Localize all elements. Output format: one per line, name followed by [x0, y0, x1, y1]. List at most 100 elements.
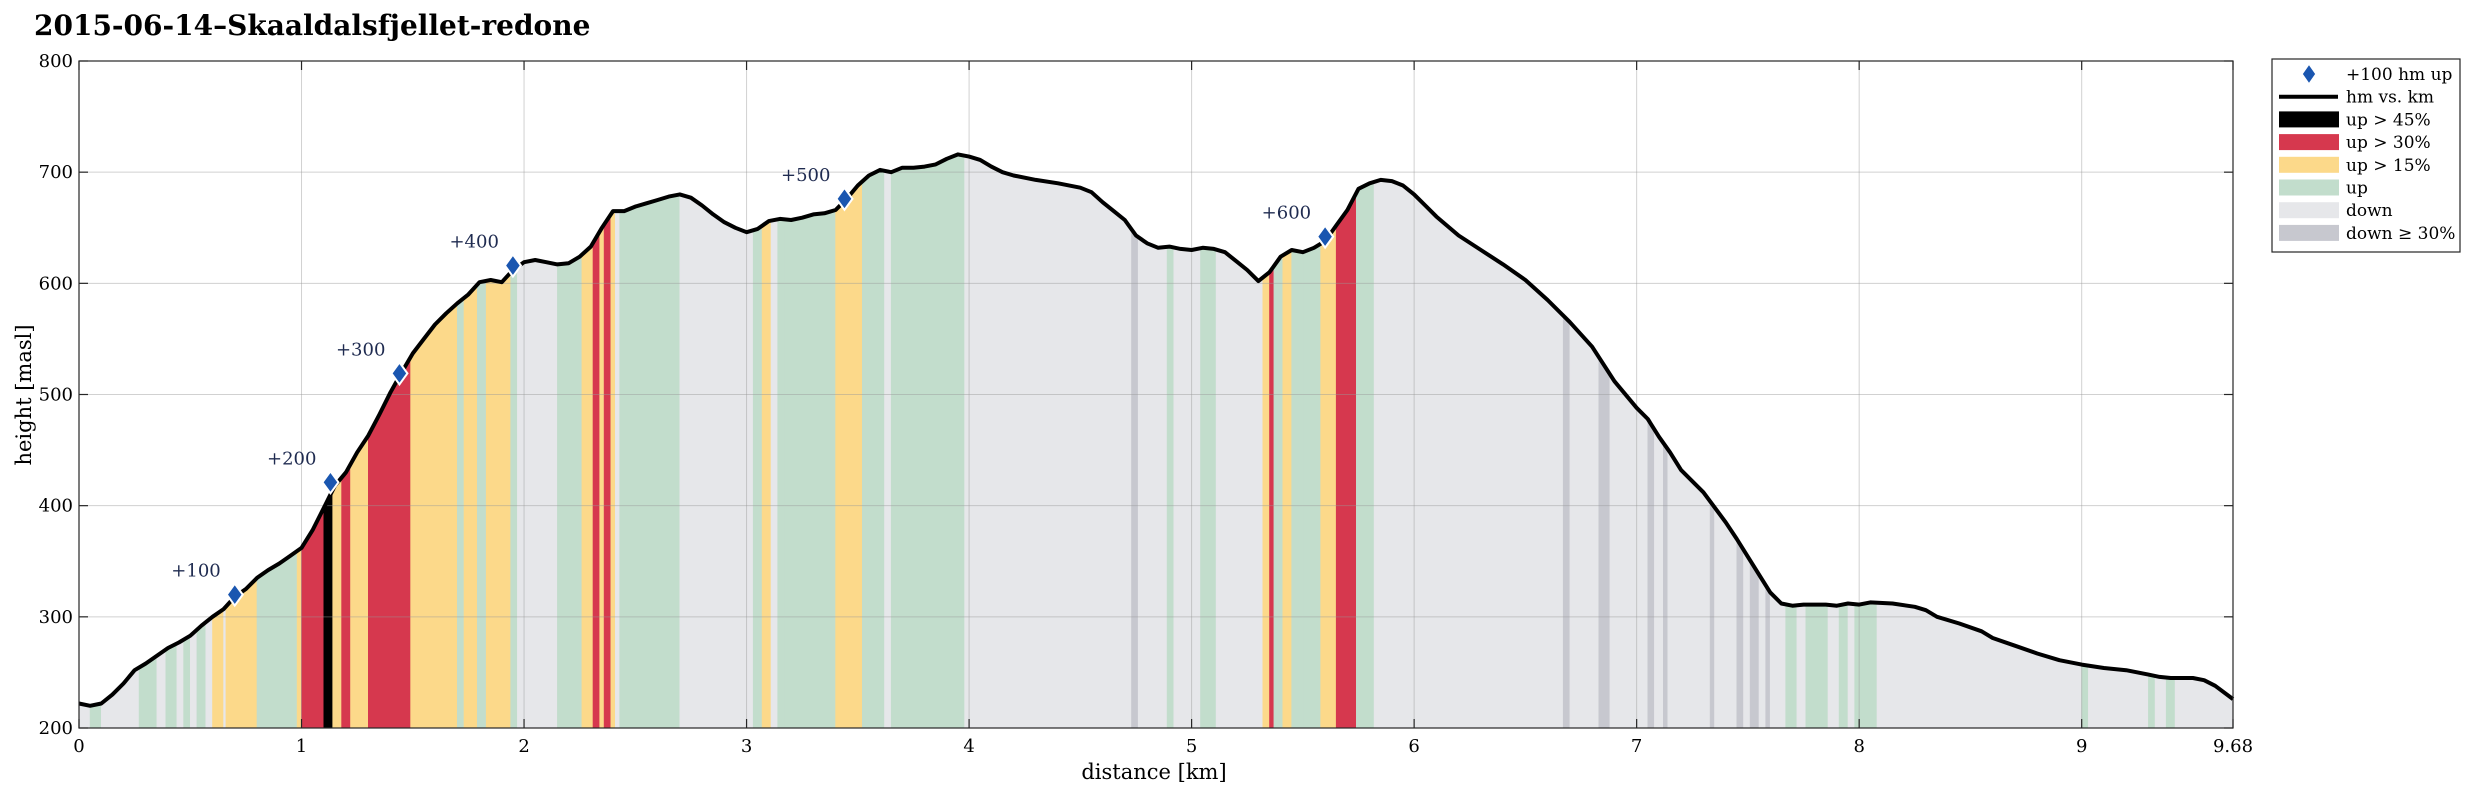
slope-band-down30: [1736, 537, 1744, 729]
slope-band-up: [862, 169, 885, 729]
slope-band-up: [1273, 254, 1284, 729]
legend-swatch-up: [2279, 179, 2339, 196]
slope-band-up: [1785, 604, 1798, 729]
slope-band-down: [1847, 603, 1855, 729]
hm-marker-diamond: [835, 186, 854, 212]
y-tick-label: 800: [39, 51, 73, 72]
slope-band-up30: [1335, 192, 1357, 729]
slope-band-up15: [599, 223, 605, 729]
hm-marker-label: +600: [1262, 203, 1311, 224]
slope-band-down: [2154, 675, 2167, 729]
slope-band-down: [964, 155, 1132, 729]
slope-band-up: [784, 209, 836, 729]
grid-lines: [79, 61, 2233, 728]
slope-band-down: [1758, 573, 1766, 729]
hm-marker-label: +100: [171, 561, 220, 582]
legend-label: hm vs. km: [2346, 88, 2434, 108]
legend-label: +100 hm up: [2346, 65, 2453, 85]
slope-band-down: [1609, 373, 1649, 729]
legend-label: up > 30%: [2346, 133, 2431, 153]
slope-band-down30: [1765, 584, 1771, 729]
slope-band-down: [156, 648, 167, 729]
slope-band-up: [1302, 243, 1321, 729]
slope-band-up: [2081, 664, 2089, 729]
slope-band-down: [770, 218, 778, 729]
slope-band-up: [196, 621, 207, 729]
slope-band-down: [2174, 677, 2234, 729]
x-tick-label: 6: [1408, 736, 1419, 757]
slope-band-down: [1769, 591, 1786, 729]
slope-band-up: [1805, 604, 1829, 729]
slope-band-down: [1373, 179, 1564, 729]
x-tick-label: 5: [1186, 736, 1197, 757]
slope-band-up: [256, 550, 298, 729]
slope-band-up: [777, 218, 785, 729]
hm-marker-label: +200: [267, 448, 316, 469]
slope-band-down: [1714, 506, 1738, 729]
slope-band-down: [884, 170, 892, 729]
slope-band-up: [510, 266, 518, 729]
legend-label: down ≥ 30%: [2346, 224, 2455, 244]
legend-swatch-marker: [2301, 62, 2317, 86]
slope-band-down30: [1749, 559, 1760, 729]
legend-swatch-up15: [2279, 156, 2339, 173]
hm-marker-label: +400: [449, 232, 498, 253]
slope-band-down30: [1647, 417, 1655, 729]
hm-marker-diamond: [503, 252, 523, 279]
slope-band-down30: [1598, 355, 1611, 729]
x-tick-label: 3: [741, 736, 752, 757]
y-tick-label: 200: [39, 718, 73, 739]
y-tick-label: 500: [39, 385, 73, 406]
elevation-markers: +100 +200 +300 +400 +500 +600: [171, 165, 1335, 608]
slope-band-down30: [1709, 500, 1715, 729]
slope-band-up: [1291, 249, 1304, 729]
x-tick-label: 0: [73, 736, 84, 757]
slope-band-up30: [368, 356, 411, 729]
slope-band-up15: [350, 448, 360, 729]
hm-marker-label: +500: [781, 165, 830, 186]
slope-band-down: [1796, 604, 1807, 729]
hm-marker-diamond: [225, 581, 245, 608]
slope-band-down: [205, 616, 213, 729]
legend-label: up > 15%: [2346, 156, 2431, 176]
slope-band-up: [1356, 181, 1375, 729]
slope-band-up: [752, 225, 763, 729]
slope-band-down: [1654, 428, 1664, 729]
slope-band-up15: [761, 220, 772, 729]
legend-label: down: [2346, 201, 2393, 221]
slope-band-down30: [1131, 228, 1139, 729]
slope-band-up: [619, 194, 681, 729]
slope-band-down: [1173, 247, 1201, 729]
slope-band-up30: [603, 213, 612, 729]
slope-band-up: [477, 280, 487, 729]
x-tick-label: 2: [518, 736, 529, 757]
slope-band-down: [223, 605, 227, 729]
slope-band-up45: [323, 489, 333, 729]
slope-band-down: [1827, 604, 1840, 729]
slope-band-up30: [592, 230, 600, 729]
hm-marker-label: +300: [336, 339, 385, 360]
slope-band-up: [890, 154, 965, 729]
x-tick-label: 1: [296, 736, 307, 757]
axis-ticks: 0 1 2 3 4 5 6 7 8 9 9.68 200 300 400 500 600 700 800: [39, 51, 2253, 757]
x-tick-label: 9: [2076, 736, 2087, 757]
y-tick-label: 300: [39, 607, 73, 628]
slope-band-down30: [1663, 442, 1669, 729]
slope-band-up15: [212, 608, 224, 729]
slope-band-up: [183, 635, 191, 729]
slope-band-down: [1743, 548, 1751, 729]
slope-bands: [78, 154, 2234, 729]
slope-band-down: [526, 259, 558, 729]
hm-marker-diamond: [1315, 223, 1335, 250]
y-axis-label: height [masl]: [12, 324, 36, 465]
slope-band-up15: [1282, 249, 1292, 729]
slope-band-up15: [494, 271, 511, 729]
slope-band-up15: [410, 302, 458, 729]
slope-band-up30: [341, 464, 351, 729]
slope-band-down: [176, 639, 184, 729]
legend-box: [2271, 58, 2461, 253]
legend-swatch-down: [2279, 202, 2339, 219]
slope-band-up15: [463, 283, 478, 729]
